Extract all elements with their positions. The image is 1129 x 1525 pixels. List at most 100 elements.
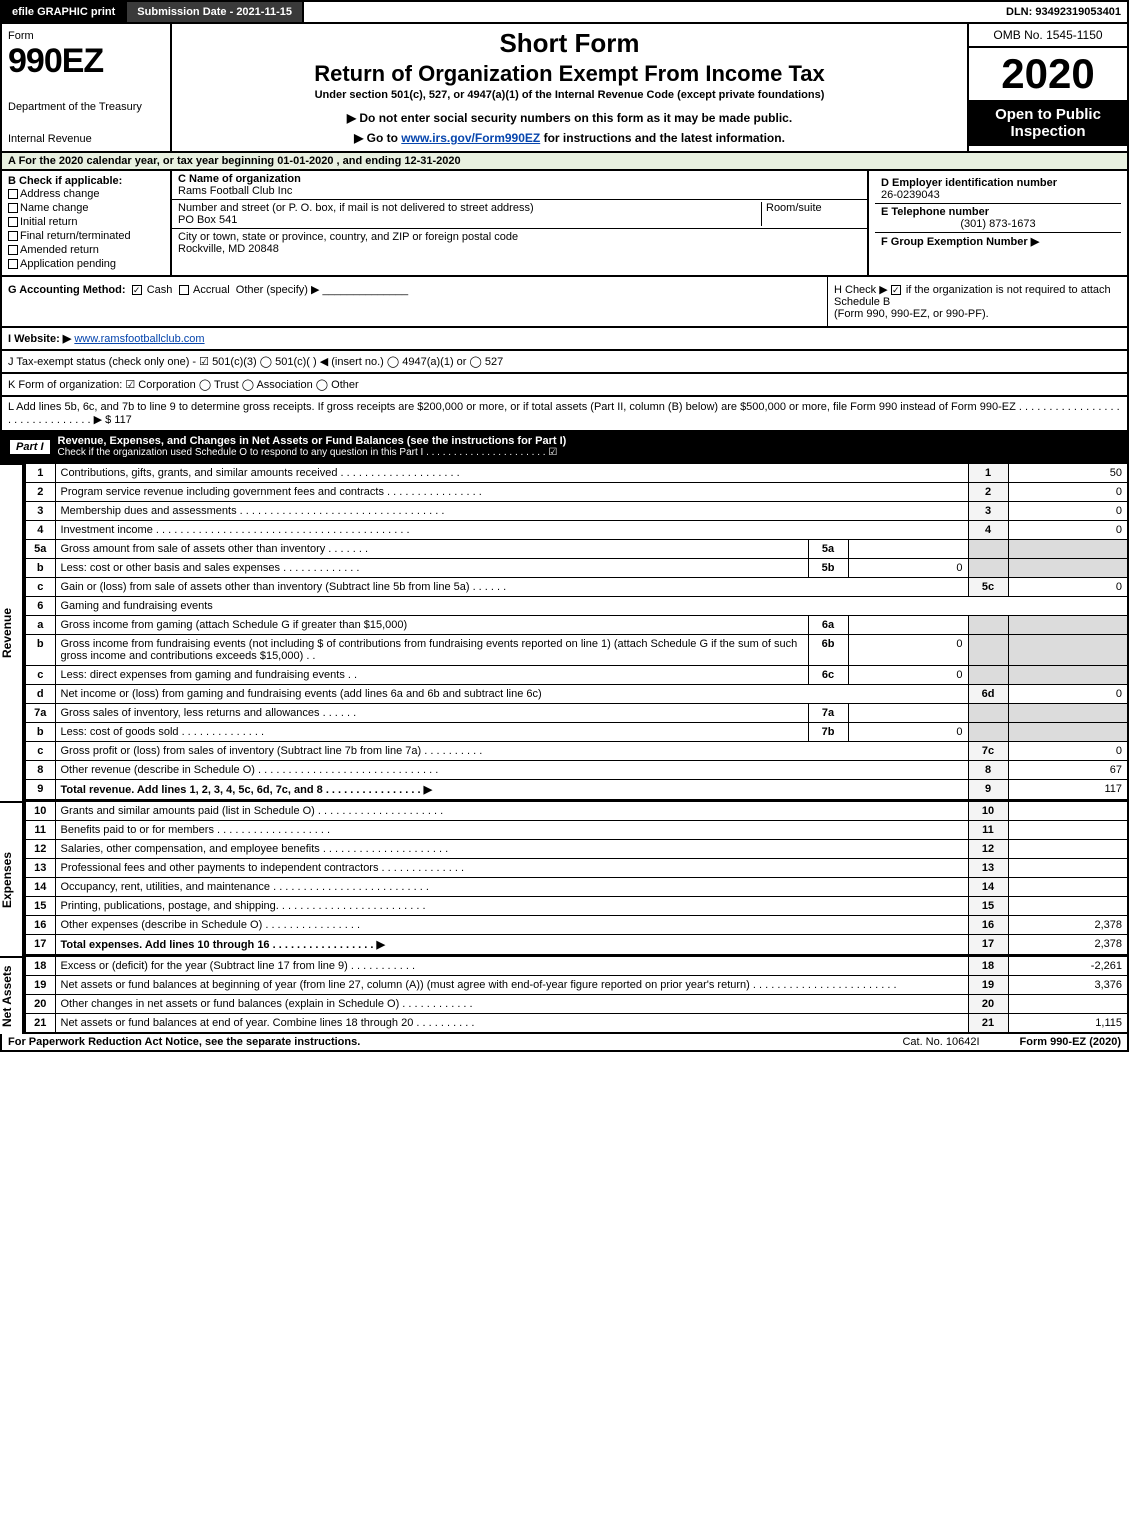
line-row: 7aGross sales of inventory, less returns… [25, 704, 1128, 723]
line-row: 12Salaries, other compensation, and empl… [25, 840, 1128, 859]
line-value [1008, 878, 1128, 897]
omb-number: OMB No. 1545-1150 [969, 24, 1127, 48]
line-value-gray [1008, 704, 1128, 723]
line-text: Gross income from fundraising events (no… [55, 635, 808, 666]
line-number: b [25, 635, 55, 666]
line-row: bGross income from fundraising events (n… [25, 635, 1128, 666]
col-c: C Name of organization Rams Football Clu… [172, 171, 867, 275]
subline-value: 0 [848, 635, 968, 666]
line-text: Less: cost or other basis and sales expe… [55, 559, 808, 578]
submission-label: Submission Date - 2021-11-15 [137, 6, 292, 18]
line-number: 13 [25, 859, 55, 878]
line-ref: 17 [968, 935, 1008, 956]
website-link[interactable]: www.ramsfootballclub.com [74, 333, 204, 345]
line-row: 10Grants and similar amounts paid (list … [25, 802, 1128, 821]
line-value: 0 [1008, 578, 1128, 597]
g-cash: Cash [147, 284, 173, 296]
line-ref: 16 [968, 916, 1008, 935]
line-text: Gross income from gaming (attach Schedul… [55, 616, 808, 635]
subline-ref: 5a [808, 540, 848, 559]
b-opt-2-label: Initial return [20, 216, 77, 228]
line-value: 0 [1008, 502, 1128, 521]
b-opt-2[interactable]: Initial return [8, 215, 164, 229]
line-ref-gray [968, 723, 1008, 742]
line-ref: 6d [968, 685, 1008, 704]
line-number: 15 [25, 897, 55, 916]
b-opt-5[interactable]: Application pending [8, 257, 164, 271]
checkbox-checked-icon: ✓ [132, 285, 142, 295]
subline-ref: 5b [808, 559, 848, 578]
line-row: 5aGross amount from sale of assets other… [25, 540, 1128, 559]
line-number: 8 [25, 761, 55, 780]
c-name-label: C Name of organization [178, 173, 861, 185]
netassets-section: Net Assets 18Excess or (deficit) for the… [0, 956, 1129, 1034]
line-row: 1Contributions, gifts, grants, and simil… [25, 464, 1128, 483]
line-ref-gray [968, 704, 1008, 723]
line-text: Occupancy, rent, utilities, and maintena… [55, 878, 968, 897]
form-word: Form [8, 30, 164, 42]
line-number: b [25, 559, 55, 578]
line-text: Professional fees and other payments to … [55, 859, 968, 878]
line-text: Total expenses. Add lines 10 through 16 … [55, 935, 968, 956]
b-opt-4[interactable]: Amended return [8, 243, 164, 257]
open-inspection: Open to Public Inspection [969, 100, 1127, 146]
line-ref: 10 [968, 802, 1008, 821]
line-text: Net assets or fund balances at beginning… [55, 976, 968, 995]
b-header: B Check if applicable: [8, 175, 164, 187]
line-row: 20Other changes in net assets or fund ba… [25, 995, 1128, 1014]
col-b: B Check if applicable: Address change Na… [2, 171, 172, 275]
goto-link[interactable]: www.irs.gov/Form990EZ [401, 131, 540, 145]
line-text: Benefits paid to or for members . . . . … [55, 821, 968, 840]
goto-pre: ▶ Go to [354, 131, 401, 145]
f-row: F Group Exemption Number ▶ [875, 233, 1121, 250]
efile-button[interactable]: efile GRAPHIC print [2, 2, 127, 22]
line-value: 67 [1008, 761, 1128, 780]
footer-left: For Paperwork Reduction Act Notice, see … [8, 1036, 360, 1048]
line-number: c [25, 742, 55, 761]
c-name-value: Rams Football Club Inc [178, 185, 861, 197]
b-opt-1[interactable]: Name change [8, 201, 164, 215]
line-value [1008, 802, 1128, 821]
checkbox-icon [8, 189, 18, 199]
line-ref: 18 [968, 957, 1008, 976]
line-row: 8Other revenue (describe in Schedule O) … [25, 761, 1128, 780]
line-text: Net income or (loss) from gaming and fun… [55, 685, 968, 704]
line-number: 4 [25, 521, 55, 540]
line-number: 5a [25, 540, 55, 559]
line-value: 3,376 [1008, 976, 1128, 995]
line-text: Less: cost of goods sold . . . . . . . .… [55, 723, 808, 742]
line-ref-gray [968, 635, 1008, 666]
line-row: aGross income from gaming (attach Schedu… [25, 616, 1128, 635]
top-bar: efile GRAPHIC print Submission Date - 20… [0, 0, 1129, 24]
c-name-row: C Name of organization Rams Football Clu… [172, 171, 867, 200]
line-ref-gray [968, 559, 1008, 578]
b-opt-3-label: Final return/terminated [20, 230, 131, 242]
e-row: E Telephone number (301) 873-1673 [875, 204, 1121, 233]
b-opt-3[interactable]: Final return/terminated [8, 229, 164, 243]
checkbox-icon [8, 217, 18, 227]
f-label: F Group Exemption Number ▶ [881, 235, 1115, 248]
line-row: bLess: cost or other basis and sales exp… [25, 559, 1128, 578]
checkbox-icon [8, 231, 18, 241]
b-opt-0[interactable]: Address change [8, 187, 164, 201]
line-number: 11 [25, 821, 55, 840]
line-text: Less: direct expenses from gaming and fu… [55, 666, 808, 685]
line-value [1008, 859, 1128, 878]
efile-label: efile GRAPHIC print [12, 6, 115, 18]
goto-line: ▶ Go to www.irs.gov/Form990EZ for instru… [182, 131, 957, 145]
header-right: OMB No. 1545-1150 2020 Open to Public In… [967, 24, 1127, 151]
g-label: G Accounting Method: [8, 284, 126, 296]
line-row: 18Excess or (deficit) for the year (Subt… [25, 957, 1128, 976]
line-text: Printing, publications, postage, and shi… [55, 897, 968, 916]
line-ref: 20 [968, 995, 1008, 1014]
row-i: I Website: ▶ www.ramsfootballclub.com [0, 328, 1129, 351]
row-j: J Tax-exempt status (check only one) - ☑… [0, 351, 1129, 374]
submission-button[interactable]: Submission Date - 2021-11-15 [127, 2, 304, 22]
line-text: Grants and similar amounts paid (list in… [55, 802, 968, 821]
return-title: Return of Organization Exempt From Incom… [182, 61, 957, 87]
line-number: 16 [25, 916, 55, 935]
part1-header: Part I Revenue, Expenses, and Changes in… [0, 432, 1129, 463]
line-ref: 1 [968, 464, 1008, 483]
line-number: 19 [25, 976, 55, 995]
subline-ref: 6b [808, 635, 848, 666]
